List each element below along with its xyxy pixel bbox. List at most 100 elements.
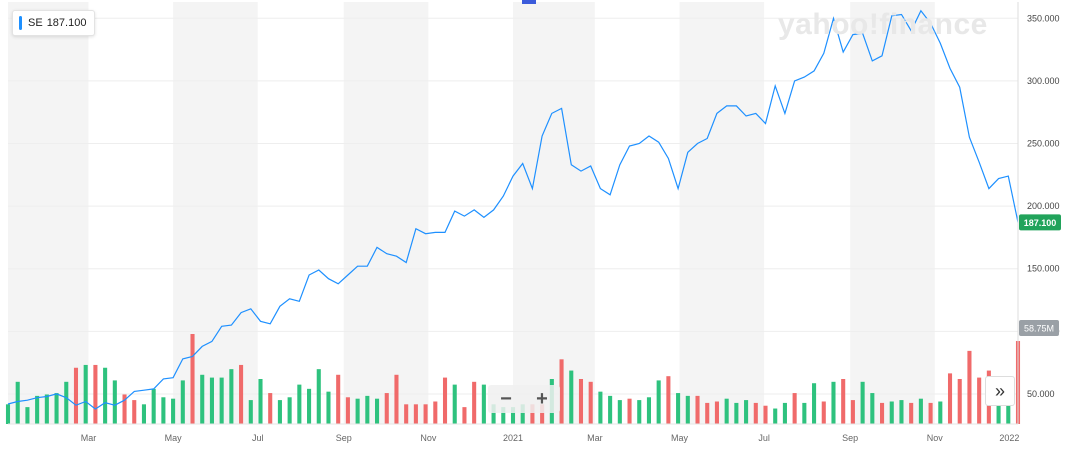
volume-bar (433, 401, 438, 424)
x-tick-label: Mar (81, 433, 97, 443)
month-bands (8, 2, 935, 424)
price-line (7, 9, 1019, 410)
volume-bar (209, 377, 214, 424)
volume-bar (724, 398, 729, 424)
ticker-symbol: SE (28, 17, 43, 29)
volume-bar (870, 393, 875, 424)
volume-bar (676, 393, 681, 424)
volume-bar (1006, 401, 1011, 424)
ticker-last-price: 187.100 (46, 17, 87, 29)
volume-bar (355, 398, 360, 424)
volume-bar (44, 394, 49, 424)
volume-bar (909, 402, 914, 424)
axis-badges: 187.100 58.75M (1019, 214, 1061, 336)
series-color-swatch (19, 16, 22, 30)
volume-bar (646, 397, 652, 424)
volume-bar (258, 379, 263, 424)
volume-bar (598, 391, 603, 424)
volume-bar (122, 394, 127, 424)
volume-bar (491, 404, 496, 424)
volume-bar (103, 367, 108, 424)
ticker-legend[interactable]: SE 187.100 (12, 10, 96, 36)
volume-bar (714, 401, 719, 424)
scroll-forward-button[interactable]: » (985, 376, 1015, 406)
zoom-out-button[interactable]: − (500, 387, 512, 410)
volume-bar (64, 381, 69, 424)
volume-bar (248, 400, 253, 424)
volume-bar (268, 393, 273, 424)
volume-bar (132, 400, 137, 424)
y-tick-label: 50.000 (1027, 389, 1055, 399)
volume-bar (25, 407, 30, 424)
volume-bar (938, 401, 943, 424)
volume-bar (588, 381, 593, 424)
x-tick-label: Nov (420, 433, 437, 443)
volume-bar (171, 398, 176, 424)
x-tick-label: Mar (587, 433, 603, 443)
volume-bar (462, 407, 467, 424)
volume-bar (365, 395, 370, 424)
y-tick-label: 150.000 (1027, 264, 1060, 274)
volume-bar (5, 404, 11, 424)
volume-bar (190, 334, 195, 424)
y-tick-label: 200.000 (1027, 201, 1060, 211)
volume-bar (510, 407, 516, 424)
x-tick-label: May (165, 433, 183, 443)
volume-bar (384, 393, 389, 424)
volume-bar (530, 404, 535, 424)
volume-bar (860, 381, 865, 424)
month-band (513, 2, 595, 424)
volume-bar (423, 404, 428, 424)
volume-bar (744, 400, 749, 424)
zoom-in-button[interactable]: + (536, 387, 548, 410)
y-axis: 50.000100.000150.000200.000250.000300.00… (1017, 2, 1060, 424)
volume-bar (481, 384, 486, 424)
volume-bar (374, 398, 380, 424)
month-band (8, 2, 89, 424)
volume-bar (404, 404, 409, 424)
volume-bar (83, 364, 88, 424)
volume-bar (627, 398, 632, 424)
volume-bar (967, 350, 972, 424)
double-chevron-right-icon: » (994, 380, 1005, 401)
range-marker[interactable] (522, 0, 536, 4)
volume-bar (802, 402, 807, 424)
volume-bar (151, 388, 156, 424)
volume-bar (841, 379, 846, 424)
volume-badge (1019, 320, 1059, 336)
volume-bar (161, 397, 166, 424)
yahoo-finance-watermark: yahoo!finance (778, 8, 988, 41)
volume-bar (326, 391, 331, 424)
volume-bar (316, 369, 321, 424)
volume-bar (812, 383, 817, 424)
volume-bar (452, 384, 457, 424)
volume-bar (229, 369, 234, 424)
volume-bar (773, 408, 778, 424)
volume-bar (928, 402, 933, 424)
month-band (679, 2, 765, 424)
volume-bar (501, 407, 506, 424)
volume-bar (705, 402, 710, 424)
volume-bar (792, 393, 797, 424)
volume-bar (656, 380, 661, 424)
volume-bar (277, 400, 282, 424)
volume-bar (850, 400, 855, 424)
volume-bar (889, 401, 894, 424)
volume-bar (345, 397, 350, 424)
volume-badge-text: 58.75M (1024, 324, 1054, 334)
x-tick-label: Sep (336, 433, 352, 443)
volume-bar (472, 381, 477, 424)
volume-bar (637, 400, 642, 424)
volume-bar (947, 373, 953, 424)
volume-bar (394, 374, 399, 424)
volume-bar (35, 395, 40, 424)
horizontal-gridlines (8, 17, 1018, 395)
x-tick-label: 2022 (999, 433, 1019, 443)
x-tick-label: 2021 (503, 433, 523, 443)
volume-bar (879, 402, 885, 424)
volume-bar (307, 388, 312, 424)
volume-bar (219, 377, 224, 424)
volume-bar (899, 400, 904, 424)
